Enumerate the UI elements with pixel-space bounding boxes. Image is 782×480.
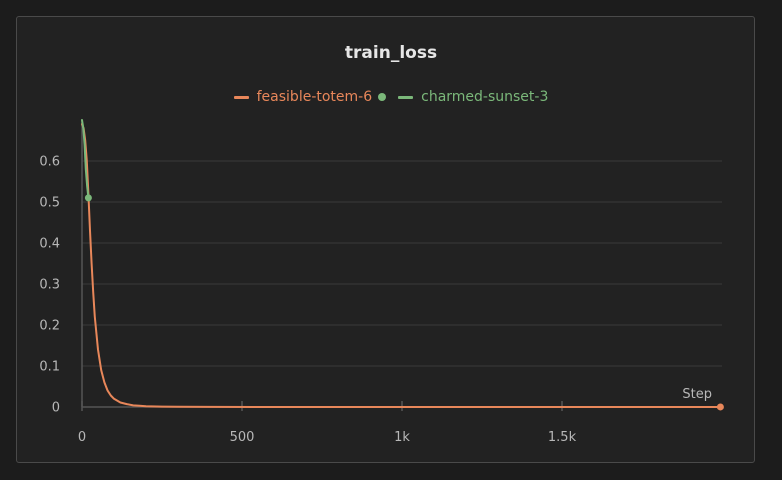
x-tick-label: 1k	[394, 430, 410, 445]
x-axis-label: Step	[682, 387, 712, 402]
axes	[81, 120, 722, 408]
legend-dot-icon	[378, 93, 387, 101]
legend-item-feasible-totem-6[interactable]: feasible-totem-6	[233, 89, 387, 105]
x-tick-label: 500	[230, 430, 255, 445]
legend-swatch-charmed-sunset-3	[398, 95, 414, 99]
x-tick-label: 0	[78, 430, 86, 445]
y-tick-label: 0	[52, 401, 60, 416]
legend-item-charmed-sunset-3[interactable]: charmed-sunset-3	[398, 89, 548, 105]
legend[interactable]: feasible-totem-6 charmed-sunset-3	[0, 89, 782, 105]
y-tick-label: 0.3	[39, 278, 60, 293]
series-end-point-charmed-sunset-3[interactable]	[84, 194, 92, 202]
y-axis-ticks: 0 0.1 0.2 0.3 0.4 0.5 0.6	[39, 155, 60, 416]
x-tick-label: 1.5k	[548, 430, 577, 445]
series-end-point-feasible-totem-6[interactable]	[716, 403, 724, 411]
chart-title: train_loss	[344, 43, 438, 63]
y-tick-label: 0.5	[39, 196, 60, 211]
y-tick-label: 0.1	[39, 360, 60, 375]
legend-swatch-feasible-totem-6	[233, 95, 249, 99]
series[interactable]	[81, 119, 724, 411]
y-tick-label: 0.4	[39, 237, 60, 252]
grid-lines	[82, 160, 722, 367]
legend-label-feasible-totem-6: feasible-totem-6	[256, 89, 373, 105]
series-line-charmed-sunset-3[interactable]	[81, 119, 90, 199]
chart-panel	[16, 16, 755, 463]
y-tick-label: 0.2	[39, 319, 60, 334]
y-tick-label: 0.6	[39, 155, 60, 170]
legend-label-charmed-sunset-3: charmed-sunset-3	[421, 89, 549, 105]
series-line-feasible-totem-6[interactable]	[81, 123, 722, 408]
